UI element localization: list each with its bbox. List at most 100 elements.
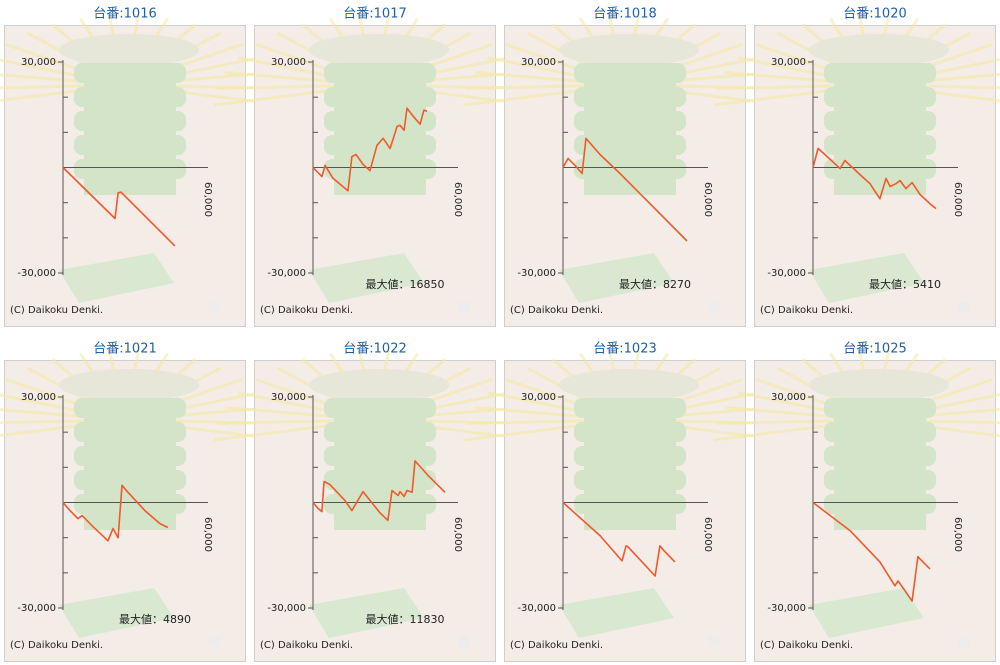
y-tick-label: -30,000 (767, 603, 806, 614)
x-tick-label: 60,000 (202, 182, 213, 217)
balls (559, 369, 699, 401)
y-tick-label: 30,000 (521, 57, 556, 68)
balls (309, 369, 449, 401)
background-illustration (0, 350, 285, 648)
logo (958, 301, 970, 313)
tray-body (334, 400, 426, 530)
chart-panel: 30,000 -30,000 60,000 台番:1018 最大値：8270 (C) Da… (463, 7, 785, 327)
tray-body (334, 65, 426, 195)
y-tick-label: -30,000 (517, 603, 556, 614)
background-illustration (0, 15, 285, 313)
data-line (812, 501, 931, 602)
tray-bottom (809, 588, 924, 638)
background-illustration (463, 15, 785, 313)
background-illustration (713, 15, 1000, 313)
chart-panel: 30,000 -30,000 60,000 台番:1023 (C) Daikoku De… (463, 342, 785, 662)
chart-panel: 30,000 -30,000 60,000 台番:1020 最大値：5410 (C) Da… (713, 7, 1000, 327)
data-line (62, 484, 169, 542)
max-annotation: 最大値：11830 (366, 612, 445, 626)
x-tick-label: 60,000 (952, 517, 963, 552)
chart-panel: 30,000 -30,000 60,000 台番:1025 (C) Daikoku De… (713, 342, 1000, 662)
x-tick-label: 60,000 (702, 517, 713, 552)
credit: (C) Daikoku Denki. (10, 640, 103, 651)
max-annotation: 最大値：8270 (619, 277, 691, 291)
y-tick-label: 30,000 (521, 392, 556, 403)
data-line (812, 147, 937, 210)
y-tick-label: -30,000 (267, 268, 306, 279)
y-tick-label: -30,000 (767, 268, 806, 279)
chart-panel: 30,000 -30,000 60,000 台番:1022 最大値：11830 (C) D… (213, 342, 535, 662)
credit: (C) Daikoku Denki. (760, 640, 853, 651)
x-tick-label: 60,000 (452, 182, 463, 217)
data-line (62, 166, 176, 247)
credit: (C) Daikoku Denki. (510, 640, 603, 651)
chart-title: 台番:1018 (593, 7, 656, 22)
tray-body (84, 65, 176, 195)
chart-title: 台番:1021 (93, 342, 156, 357)
y-tick-label: 30,000 (271, 392, 306, 403)
y-tick-label: -30,000 (17, 268, 56, 279)
y-tick-label: 30,000 (21, 392, 56, 403)
credit: (C) Daikoku Denki. (260, 305, 353, 316)
tray-bottom (559, 253, 674, 303)
tray-body (584, 400, 676, 530)
chart-title: 台番:1017 (343, 7, 406, 22)
tray-body (834, 400, 926, 530)
y-tick-label: 30,000 (771, 392, 806, 403)
max-annotation: 最大値：4890 (119, 612, 191, 626)
data-line (312, 460, 446, 522)
logo (208, 301, 220, 313)
credit: (C) Daikoku Denki. (760, 305, 853, 316)
y-tick-label: -30,000 (517, 268, 556, 279)
y-tick-label: 30,000 (21, 57, 56, 68)
chart-title: 台番:1022 (343, 342, 406, 357)
chart-title: 台番:1023 (593, 342, 656, 357)
tray-bottom (59, 253, 174, 303)
tray-body (584, 65, 676, 195)
chart-title: 台番:1020 (843, 7, 906, 22)
data-line (562, 501, 676, 577)
chart-title: 台番:1016 (93, 7, 156, 22)
chart-title: 台番:1025 (843, 342, 906, 357)
logo (458, 636, 470, 648)
balls (59, 369, 199, 401)
tray-bottom (559, 588, 674, 638)
tray-bottom (59, 588, 174, 638)
balls (309, 34, 449, 66)
tray-body (84, 400, 176, 530)
y-tick-label: -30,000 (267, 603, 306, 614)
balls (809, 34, 949, 66)
max-annotation: 最大値：5410 (869, 277, 941, 291)
x-tick-label: 60,000 (452, 517, 463, 552)
y-tick-label: 30,000 (771, 57, 806, 68)
data-line (562, 137, 688, 242)
balls (559, 34, 699, 66)
logo (708, 636, 720, 648)
balls (59, 34, 199, 66)
logo (958, 636, 970, 648)
tray-body (834, 65, 926, 195)
tray-bottom (309, 253, 424, 303)
credit: (C) Daikoku Denki. (260, 640, 353, 651)
x-tick-label: 60,000 (202, 517, 213, 552)
background-illustration (463, 350, 785, 648)
logo (708, 301, 720, 313)
background-illustration (213, 350, 535, 648)
x-tick-label: 60,000 (702, 182, 713, 217)
x-tick-label: 60,000 (952, 182, 963, 217)
credit: (C) Daikoku Denki. (510, 305, 603, 316)
logo (458, 301, 470, 313)
y-tick-label: 30,000 (271, 57, 306, 68)
tray-bottom (309, 588, 424, 638)
chart-panel: 30,000 -30,000 60,000 台番:1017 最大値：16850 (C) D… (213, 7, 535, 327)
background-illustration (213, 15, 535, 313)
max-annotation: 最大値：16850 (366, 277, 445, 291)
tray-bottom (809, 253, 924, 303)
background-illustration (713, 350, 1000, 648)
credit: (C) Daikoku Denki. (10, 305, 103, 316)
balls (809, 369, 949, 401)
y-tick-label: -30,000 (17, 603, 56, 614)
chart-panel: 30,000 -30,000 60,000 台番:1016 (C) Daikoku De… (0, 7, 285, 327)
chart-panel: 30,000 -30,000 60,000 台番:1021 最大値：4890 (C) Da… (0, 342, 285, 662)
